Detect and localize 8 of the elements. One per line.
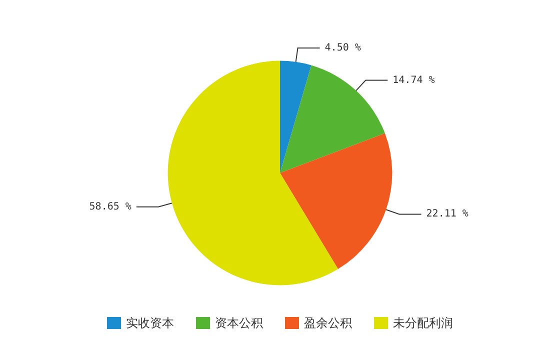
data-label: 22.11 % (426, 208, 468, 220)
legend-label: 资本公积 (215, 316, 263, 330)
legend-label: 未分配利润 (393, 316, 453, 330)
legend-label: 实收资本 (126, 316, 174, 330)
data-label: 4.50 % (324, 42, 361, 54)
data-label: 14.74 % (392, 74, 435, 86)
data-label: 58.65 % (89, 201, 132, 212)
legend-label: 盈余公积 (304, 316, 352, 330)
